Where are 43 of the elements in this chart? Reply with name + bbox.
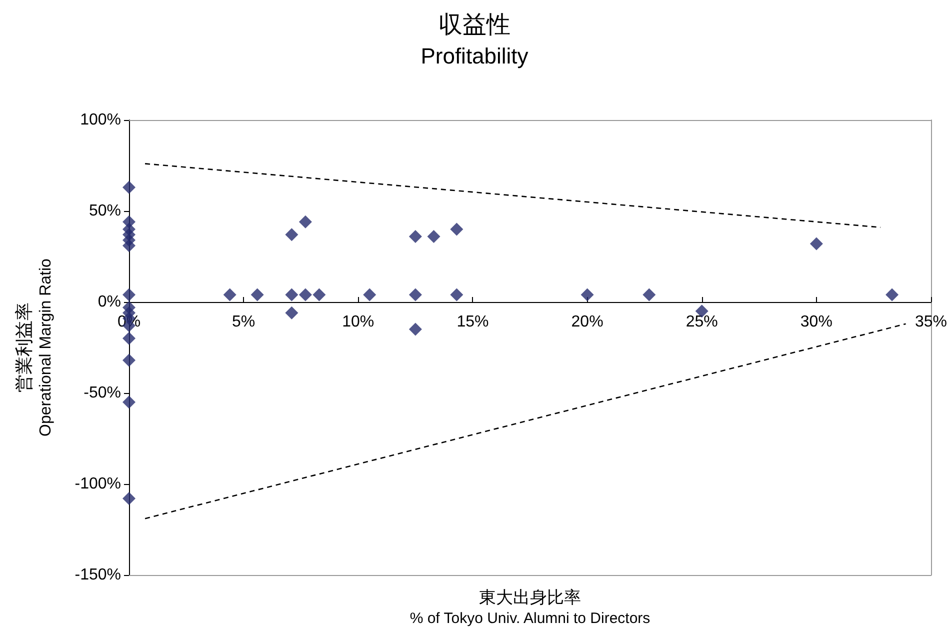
x-tick-label: 10% [342, 314, 374, 330]
chart-title: 収益性 [438, 12, 510, 38]
point [580, 288, 594, 302]
point [408, 230, 422, 243]
point [886, 288, 899, 302]
point [363, 288, 376, 302]
y-tick-label: -100% [74, 476, 121, 492]
y-axis-title: 営業利益率 Operational Margin Ratio [14, 258, 54, 436]
point [122, 180, 136, 194]
point [122, 332, 136, 345]
x-tick-label: 20% [571, 314, 604, 330]
chart-subtitle: Profitability [420, 44, 528, 68]
point [122, 239, 136, 252]
point [298, 288, 312, 302]
point [122, 354, 136, 367]
x-tick-label: 5% [232, 314, 256, 330]
x-tick-label: 25% [686, 314, 718, 330]
point [408, 288, 422, 302]
point [450, 288, 464, 302]
y-tick-label: 50% [88, 202, 121, 220]
x-tick-label: 30% [800, 314, 832, 330]
point [427, 230, 440, 243]
y-tick-label: -50% [84, 384, 121, 402]
x-axis-title: 東大出身比率 % of Tokyo Univ. Alumni to Directors [410, 588, 650, 627]
point [285, 288, 298, 302]
point [285, 228, 298, 242]
point [122, 492, 136, 506]
point [122, 288, 136, 302]
point [450, 222, 464, 236]
y-tick-label: -150% [74, 566, 121, 584]
point [408, 322, 422, 336]
point [122, 396, 136, 409]
point [642, 288, 656, 302]
point [223, 288, 236, 302]
point [285, 306, 298, 320]
point [298, 215, 312, 228]
y-tick-label: 100% [80, 112, 121, 128]
x-tick-label: 15% [456, 314, 489, 330]
x-tick-label: 35% [914, 314, 948, 330]
point [250, 288, 264, 302]
y-tick-label: 0% [98, 294, 121, 310]
point [810, 237, 823, 250]
point [312, 288, 326, 302]
